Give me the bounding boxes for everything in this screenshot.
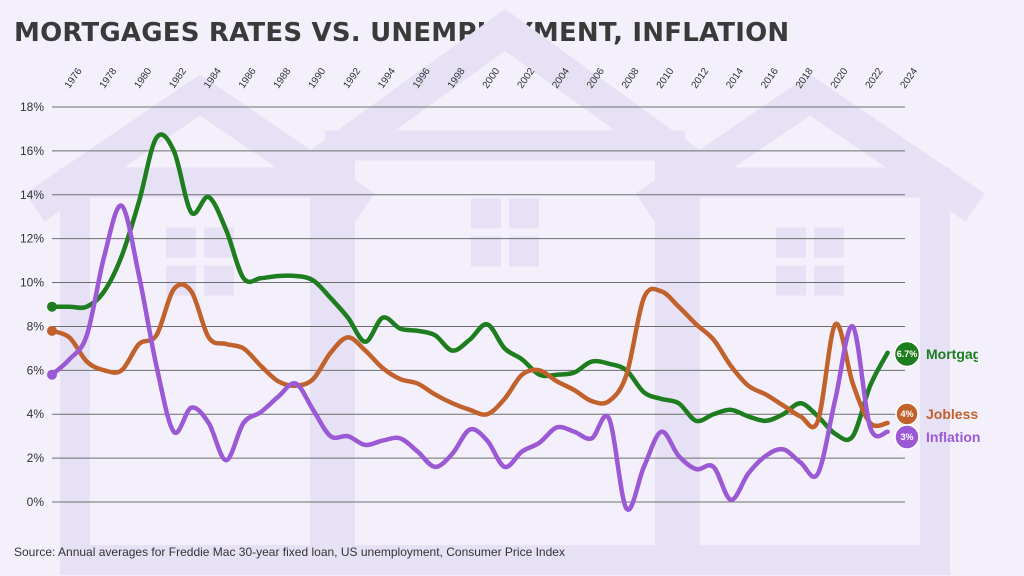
x-tick-label: 2016 [759,66,781,91]
x-tick-label: 2008 [620,66,642,91]
y-tick-label: 8% [27,319,45,333]
x-tick-label: 1990 [307,66,329,91]
x-tick-label: 2012 [690,66,712,91]
end-badge-value: 4% [900,409,913,419]
x-tick-label: 1980 [132,66,154,91]
series-lines [47,132,890,512]
series-line-jobless [49,282,890,430]
x-tick-label: 1984 [202,66,224,91]
y-tick-label: 2% [27,451,45,465]
series-start-point [47,301,57,312]
mortgage-series-label: Mortgage [926,346,978,362]
x-tick-label: 1994 [376,66,398,91]
series-line-mortgage [49,132,890,443]
inflation-series-label: Inflation [926,429,981,445]
x-tick-label: 2022 [864,66,886,91]
end-badge-value: 6.7% [897,349,918,359]
y-tick-label: 10% [20,276,44,290]
x-tick-label: 1988 [272,66,294,91]
y-tick-label: 4% [27,407,45,421]
x-tick-label: 1978 [98,66,120,91]
x-tick-label: 2010 [655,66,677,91]
x-tick-label: 1976 [63,66,85,91]
y-tick-label: 16% [20,144,44,158]
series-start-point [47,369,57,380]
x-tick-label: 2014 [724,66,746,91]
y-tick-label: 0% [27,495,45,509]
x-tick-label: 1986 [237,66,259,91]
end-badge-mortgage [893,340,921,368]
end-badges: 6.7% 4% 3% [893,340,921,450]
end-badge-value: 3% [900,432,913,442]
jobless-series-label: Jobless [926,406,979,422]
y-tick-label: 18% [20,100,44,114]
y-tick-label: 6% [27,363,45,377]
house-watermark-icon [25,9,985,575]
end-badge-inflation [894,424,920,450]
chart-title: MORTGAGES RATES VS. UNEMPLOYMENT, INFLAT… [14,18,790,48]
x-tick-label: 1992 [341,66,363,91]
y-tick-label: 12% [20,232,44,246]
x-tick-label: 2000 [481,66,503,91]
y-tick-label: 14% [20,188,44,202]
source-note: Source: Annual averages for Freddie Mac … [14,545,565,559]
x-tick-label: 2020 [829,66,851,91]
y-axis-ticks: 0% 2% 4% 6% 8% 10% 12% 14% 16% 18% [20,100,44,509]
series-start-point [47,325,57,336]
series-line-inflation [49,203,890,512]
x-tick-label: 2024 [898,66,920,91]
